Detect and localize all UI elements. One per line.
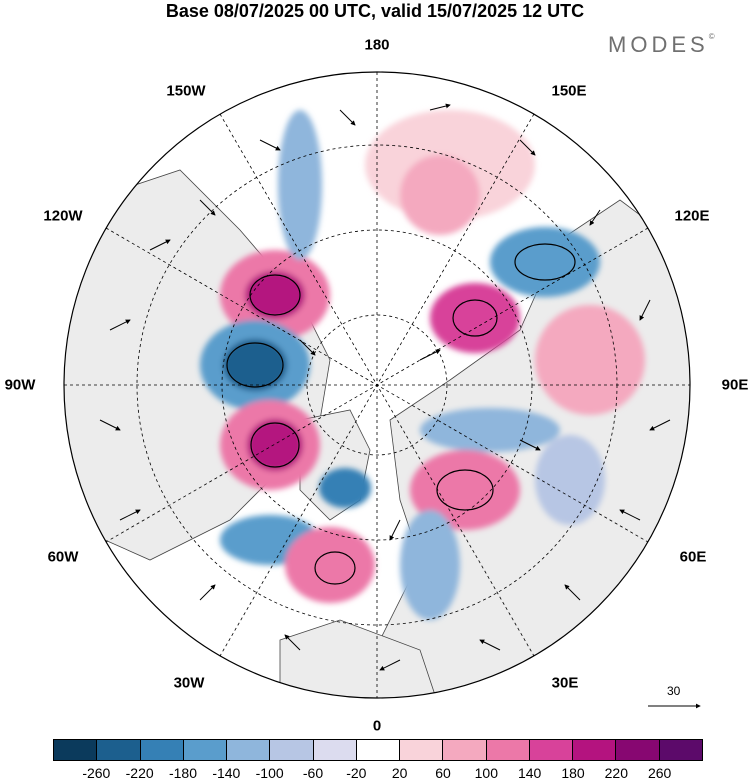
lon-label-60w: 60W xyxy=(47,548,79,566)
colorbar-tick-label: 140 xyxy=(517,765,542,781)
wind-vector xyxy=(519,439,541,451)
anomaly-greenland xyxy=(319,468,371,508)
colorbar-tick-label: -60 xyxy=(302,765,324,781)
map-disc xyxy=(64,72,690,698)
colorbar-tick-label: -140 xyxy=(212,765,241,781)
colorbar-swatch xyxy=(183,740,228,760)
wind-vector xyxy=(639,299,651,321)
anomaly-contours xyxy=(226,243,576,585)
wind-vector xyxy=(199,584,216,601)
colorbar-tick-label: 220 xyxy=(604,765,629,781)
wind-vector xyxy=(99,419,121,431)
wind-vector xyxy=(429,103,451,111)
wind-vector xyxy=(619,509,641,521)
wind-vector xyxy=(649,419,671,431)
wind-vector xyxy=(379,659,401,671)
colorbar-swatch xyxy=(54,740,98,760)
lon-label-150w: 150W xyxy=(166,82,206,100)
colorbar-tick-label: 260 xyxy=(647,765,672,781)
reference-vector-label: 30 xyxy=(667,684,681,698)
colorbar-swatch xyxy=(356,740,401,760)
colorbar-swatch xyxy=(616,740,660,760)
colorbar-tick-label: -100 xyxy=(255,765,284,781)
wind-vector xyxy=(479,639,501,651)
colorbar-swatch xyxy=(443,740,487,760)
colorbar-swatch xyxy=(313,740,357,760)
colorbar-swatch xyxy=(529,740,574,760)
anomaly-alaska-inner xyxy=(245,271,305,319)
lon-label-180: 180 xyxy=(364,36,390,54)
anomaly-north-atlantic xyxy=(285,527,375,603)
contour-east-siberia xyxy=(452,299,498,337)
brand-logo: MODES© xyxy=(608,32,715,58)
lon-label-120w: 120W xyxy=(43,207,83,225)
colorbar-swatch xyxy=(227,740,271,760)
wind-vector xyxy=(564,584,581,601)
lon-label-150e: 150E xyxy=(551,82,587,100)
latitude-circle xyxy=(306,314,448,456)
wind-vector xyxy=(109,319,131,331)
wind-vector xyxy=(199,199,216,216)
brand-name: MODES xyxy=(608,32,709,57)
wind-vector xyxy=(389,519,401,541)
map-border xyxy=(63,71,691,699)
anomaly-canadian-arctic-inner xyxy=(223,339,287,391)
colorbar-tick-label: -20 xyxy=(346,765,367,781)
wind-vector xyxy=(149,239,171,251)
colorbar-swatch xyxy=(270,740,314,760)
colorbar-tick-label: -180 xyxy=(168,765,198,781)
colorbar-tick-label: 20 xyxy=(391,765,408,781)
colorbar-swatch xyxy=(140,740,184,760)
land-africa xyxy=(279,619,441,698)
lon-label-30e: 30E xyxy=(551,674,579,692)
brand-mark: © xyxy=(708,32,715,41)
colorbar-tick-label: 180 xyxy=(561,765,585,781)
contour-hudson-bay xyxy=(250,422,300,468)
contour-alaska xyxy=(249,274,301,316)
anomaly-hudson-bay-inner xyxy=(247,419,303,471)
colorbar-swatch xyxy=(97,740,141,760)
wind-vector xyxy=(299,339,316,356)
wind-vector xyxy=(519,139,536,156)
colorbar-swatch xyxy=(400,740,444,760)
contour-canadian-arctic xyxy=(226,342,284,388)
colorbar-tick-label: 100 xyxy=(474,765,499,781)
anomaly-beaufort xyxy=(278,110,322,260)
colorbar-tick-label: -260 xyxy=(82,765,111,781)
colorbar-swatch xyxy=(486,740,530,760)
anomaly-barents xyxy=(420,408,560,452)
colorbar-tick-label: -220 xyxy=(125,765,154,781)
colorbar-swatch xyxy=(659,740,702,760)
colorbar xyxy=(53,739,703,761)
anomaly-scandinavia xyxy=(410,450,520,530)
colorbar-swatch xyxy=(573,740,617,760)
colorbar-tick-label: 60 xyxy=(435,765,451,781)
wind-vector xyxy=(339,109,356,126)
anomaly-field xyxy=(200,110,645,620)
wind-vector xyxy=(119,509,141,521)
anomaly-western-europe xyxy=(400,510,460,620)
contour-east-siberian-sea xyxy=(514,243,576,281)
graticule xyxy=(64,72,690,698)
anomaly-east-siberian-sea xyxy=(490,227,600,297)
wind-vector xyxy=(259,139,281,151)
anomaly-kazakhstan xyxy=(535,435,605,525)
lon-label-60e: 60E xyxy=(679,548,707,566)
polar-map xyxy=(63,71,701,709)
lon-label-30w: 30W xyxy=(173,674,205,692)
wind-vector xyxy=(284,634,301,651)
lon-label-90e: 90E xyxy=(721,376,749,394)
contour-north-atlantic xyxy=(314,551,356,585)
contour-scandinavia xyxy=(436,469,494,511)
anomaly-east-siberia xyxy=(430,283,520,353)
lon-label-0: 0 xyxy=(372,717,382,735)
lon-label-90w: 90W xyxy=(4,376,36,394)
anomaly-chukotka xyxy=(400,155,480,235)
chart-title: Base 08/07/2025 00 UTC, valid 15/07/2025… xyxy=(165,1,585,21)
anomaly-central-siberia xyxy=(535,305,645,415)
meridian xyxy=(105,227,649,543)
lon-label-120e: 120E xyxy=(674,207,710,225)
wind-vector xyxy=(589,209,601,226)
wind-vectors xyxy=(99,103,671,671)
